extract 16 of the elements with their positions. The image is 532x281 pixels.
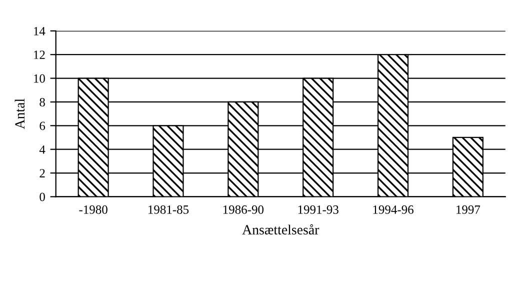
- y-tick-label: 10: [34, 74, 45, 83]
- x-tick-label: 1981-85: [148, 205, 189, 214]
- x-tick-label: 1997: [456, 205, 480, 214]
- y-axis-title: Antal: [14, 98, 25, 130]
- y-tick-label: 14: [34, 26, 46, 36]
- y-tick-label: 12: [34, 50, 45, 59]
- y-tick-label: 6: [40, 122, 46, 130]
- x-tick-label: 1986-90: [223, 205, 264, 214]
- y-tick-label: 0: [40, 192, 45, 202]
- y-tick-label: 8: [40, 98, 45, 106]
- x-tick-label: -1980: [79, 205, 108, 214]
- x-tick-label: 1991-93: [298, 205, 338, 214]
- y-tick-label: 4: [39, 145, 46, 154]
- x-tick-label: 1994-96: [373, 205, 414, 214]
- x-axis-title: Ansættelsesår: [242, 224, 320, 234]
- y-tick-label: 2: [40, 169, 45, 178]
